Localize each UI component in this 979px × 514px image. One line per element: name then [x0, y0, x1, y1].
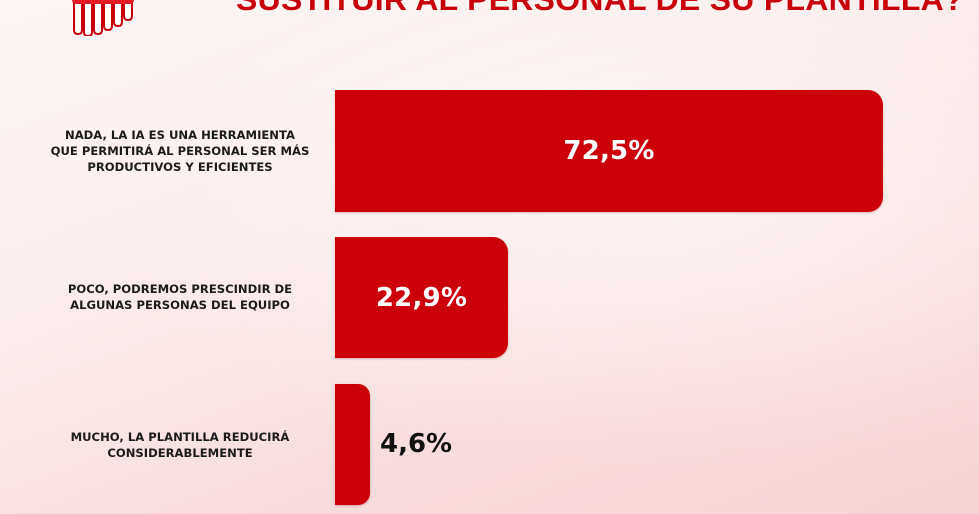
- label-line: CONSIDERABLEMENTE: [107, 446, 253, 460]
- bar-mucho: [335, 384, 370, 505]
- label-line: PRODUCTIVOS Y EFICIENTES: [87, 160, 273, 174]
- label-line: NADA, LA IA ES UNA HERRAMIENTA: [65, 128, 295, 142]
- label-line: MUCHO, LA PLANTILLA REDUCIRÁ: [70, 430, 290, 444]
- category-label: MUCHO, LA PLANTILLA REDUCIRÁ CONSIDERABL…: [30, 429, 330, 461]
- category-label: POCO, PODREMOS PRESCINDIR DE ALGUNAS PER…: [30, 281, 330, 313]
- label-line: POCO, PODREMOS PRESCINDIR DE: [67, 282, 293, 296]
- category-label: NADA, LA IA ES UNA HERRAMIENTA QUE PERMI…: [30, 127, 330, 175]
- bar-value-label: 4,6%: [380, 429, 453, 459]
- bar-poco: 22,9%: [335, 237, 508, 358]
- bar-value-label: 22,9%: [375, 282, 468, 313]
- hand-logo-icon: [72, 0, 134, 36]
- label-line: QUE PERMITIRÁ AL PERSONAL SER MÁS: [50, 144, 310, 158]
- bar-value-label: 72,5%: [563, 136, 655, 166]
- bar-nada: 72,5%: [335, 90, 883, 212]
- label-line: ALGUNAS PERSONAS DEL EQUIPO: [70, 298, 290, 312]
- chart-title: SUSTITUIR AL PERSONAL DE SU PLANTILLA?: [236, 0, 964, 17]
